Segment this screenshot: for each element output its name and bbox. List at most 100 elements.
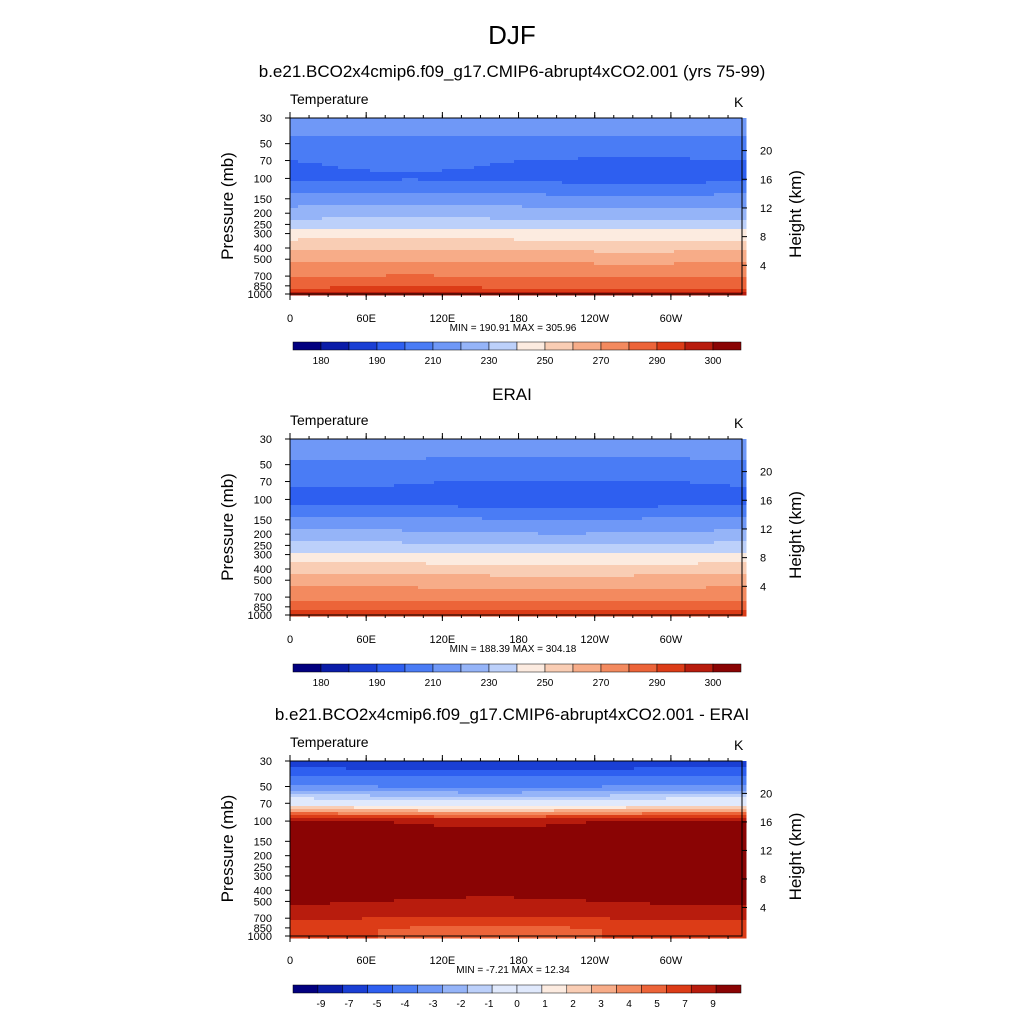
field-cell <box>290 472 299 476</box>
field-cell <box>402 487 411 491</box>
field-cell <box>674 460 683 464</box>
field-cell <box>426 160 435 164</box>
field-cell <box>642 232 651 236</box>
field-cell <box>530 172 539 176</box>
field-cell <box>666 508 675 512</box>
field-cell <box>570 130 579 134</box>
field-cell <box>298 289 307 293</box>
field-cell <box>402 238 411 242</box>
field-cell <box>330 484 339 488</box>
field-cell <box>722 133 731 137</box>
field-cell <box>354 166 363 170</box>
field-cell <box>642 463 651 467</box>
field-cell <box>346 220 355 224</box>
field-cell <box>330 487 339 491</box>
field-cell <box>306 208 315 212</box>
field-cell <box>618 121 627 125</box>
field-cell <box>690 274 699 278</box>
field-cell <box>706 280 715 284</box>
field-cell <box>402 445 411 449</box>
field-cell <box>482 508 491 512</box>
field-cell <box>290 151 299 155</box>
field-cell <box>378 232 387 236</box>
field-cell <box>682 205 691 209</box>
field-cell <box>578 283 587 287</box>
field-cell <box>730 286 739 290</box>
field-cell <box>706 142 715 146</box>
field-cell <box>722 454 731 458</box>
field-cell <box>706 139 715 143</box>
field-cell <box>490 202 499 206</box>
field-cell <box>634 169 643 173</box>
field-cell <box>642 265 651 269</box>
field-cell <box>378 136 387 140</box>
field-cell <box>474 130 483 134</box>
field-cell <box>426 445 435 449</box>
field-cell <box>722 205 731 209</box>
field-cell <box>458 271 467 275</box>
field-cell <box>562 199 571 203</box>
field-cell <box>506 442 515 446</box>
field-cell <box>298 445 307 449</box>
field-cell <box>618 166 627 170</box>
field-cell <box>466 265 475 269</box>
colorbar-box <box>376 341 406 351</box>
field-cell <box>386 163 395 167</box>
field-cell <box>346 250 355 254</box>
field-cell <box>474 490 483 494</box>
field-cell <box>514 256 523 260</box>
colorbar-box <box>628 341 658 351</box>
field-cell <box>378 274 387 278</box>
field-cell <box>626 208 635 212</box>
field-cell <box>290 490 299 494</box>
field-cell <box>690 241 699 245</box>
field-cell <box>690 490 699 494</box>
field-cell <box>482 469 491 473</box>
field-cell <box>738 220 747 224</box>
field-cell <box>538 505 547 509</box>
field-cell <box>626 196 635 200</box>
field-cell <box>378 160 387 164</box>
field-cell <box>594 262 603 266</box>
field-cell <box>570 184 579 188</box>
field-cell <box>538 478 547 482</box>
field-cell <box>690 193 699 197</box>
field-cell <box>426 514 435 518</box>
field-cell <box>642 289 651 293</box>
field-cell <box>602 292 611 296</box>
field-cell <box>418 487 427 491</box>
field-cell <box>346 184 355 188</box>
field-cell <box>402 232 411 236</box>
field-cell <box>338 232 347 236</box>
field-cell <box>314 250 323 254</box>
field-cell <box>298 160 307 164</box>
field-cell <box>386 289 395 293</box>
field-cell <box>578 181 587 185</box>
field-cell <box>442 178 451 182</box>
field-cell <box>658 499 667 503</box>
field-cell <box>290 181 299 185</box>
field-cell <box>346 127 355 131</box>
field-cell <box>402 508 411 512</box>
field-cell <box>314 181 323 185</box>
field-cell <box>642 148 651 152</box>
field-cell <box>498 460 507 464</box>
colorbar-tick-label: 230 <box>481 356 498 367</box>
field-cell <box>506 169 515 173</box>
field-cell <box>354 232 363 236</box>
field-cell <box>706 514 715 518</box>
field-cell <box>570 457 579 461</box>
field-cell <box>522 223 531 227</box>
field-cell <box>386 208 395 212</box>
field-cell <box>658 235 667 239</box>
field-cell <box>722 187 731 191</box>
field-cell <box>602 259 611 263</box>
field-cell <box>562 448 571 452</box>
field-cell <box>530 247 539 251</box>
field-cell <box>586 283 595 287</box>
field-cell <box>378 466 387 470</box>
field-cell <box>386 442 395 446</box>
field-cell <box>362 493 371 497</box>
field-cell <box>634 163 643 167</box>
field-cell <box>474 169 483 173</box>
